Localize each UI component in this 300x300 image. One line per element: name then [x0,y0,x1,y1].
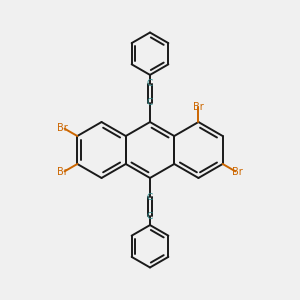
Text: C: C [147,79,153,88]
Text: C: C [147,98,153,107]
Text: C: C [147,212,153,221]
Text: Br: Br [193,102,204,112]
Text: Br: Br [57,167,68,177]
Text: Br: Br [57,123,68,134]
Text: Br: Br [232,167,243,177]
Text: C: C [147,193,153,202]
